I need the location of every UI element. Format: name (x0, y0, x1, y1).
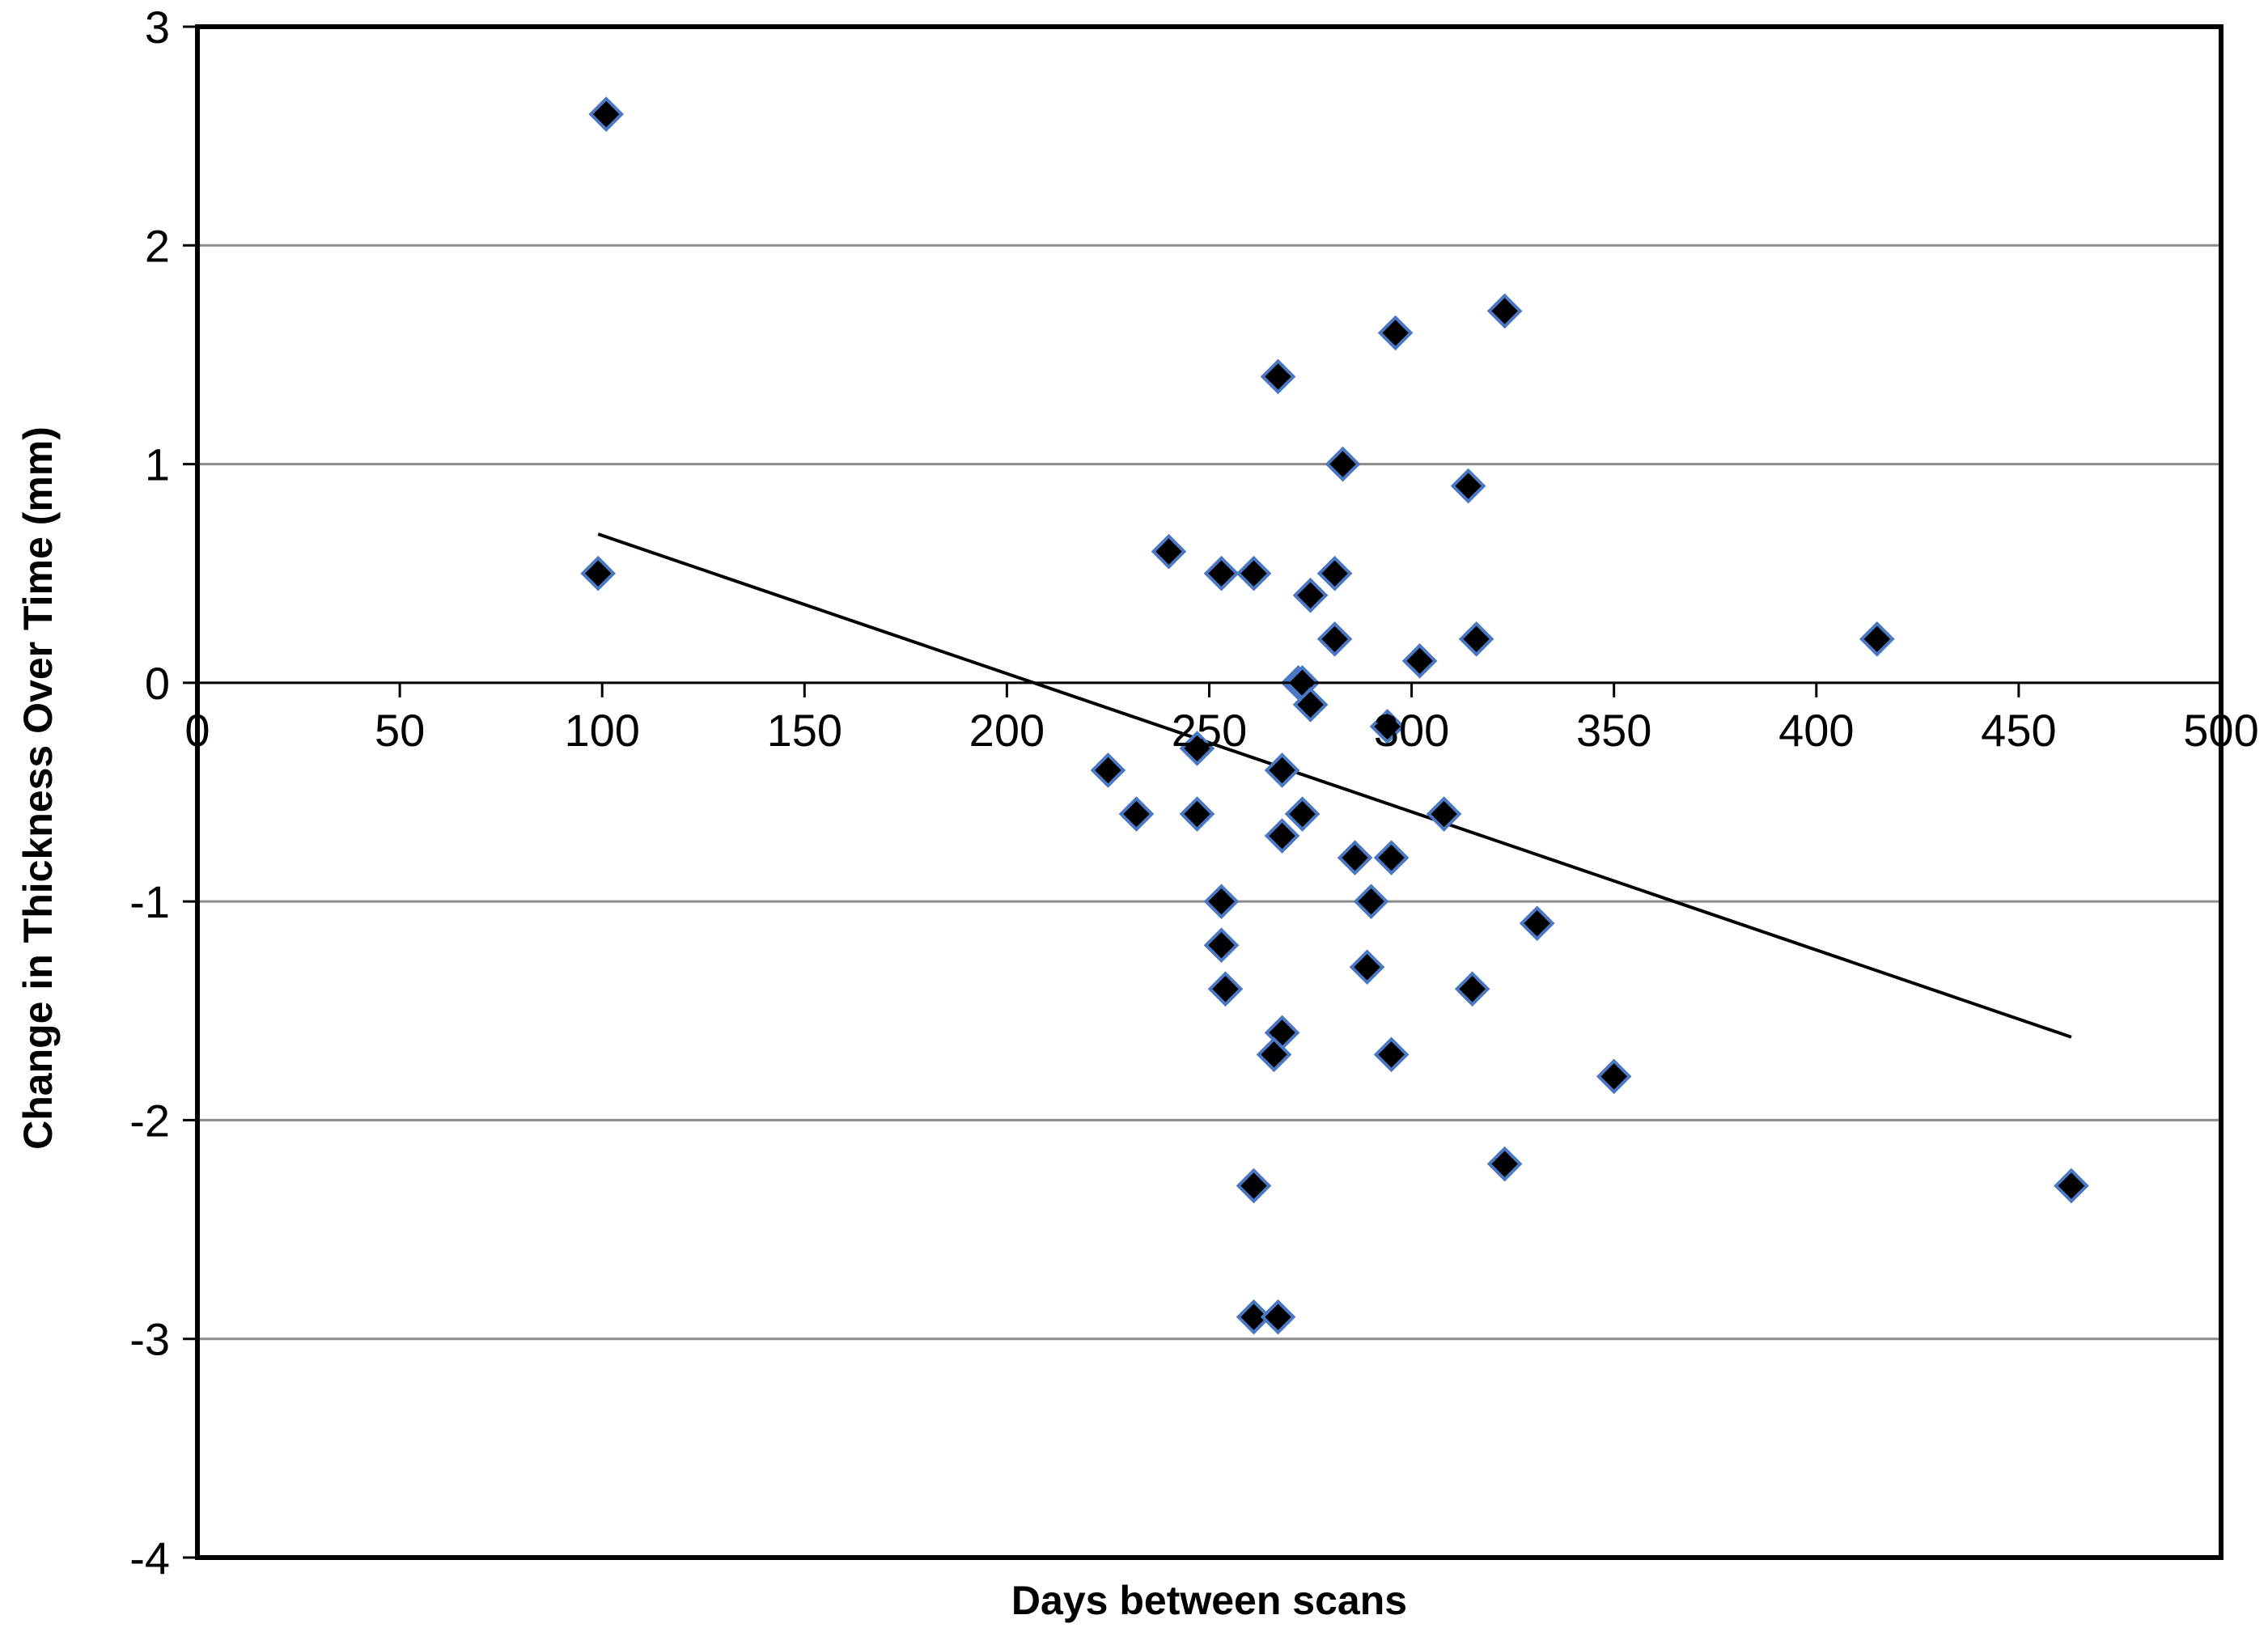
trendline (597, 532, 2072, 1039)
data-point (1256, 1036, 1292, 1073)
data-point (1401, 643, 1438, 679)
data-point (1260, 358, 1296, 395)
data-point (1203, 884, 1240, 919)
data-point (1260, 1299, 1296, 1335)
data-point (1426, 796, 1462, 832)
y-tick-label: 2 (145, 220, 170, 271)
data-point (1284, 796, 1321, 832)
data-point (1353, 884, 1389, 919)
x-tick-label: 250 (1172, 705, 1247, 756)
y-tick-label: 1 (145, 439, 170, 490)
data-point (1264, 752, 1300, 788)
data-point (1236, 1168, 1272, 1204)
data-point (1519, 905, 1555, 941)
x-axis-title: Days between scans (1011, 1578, 1407, 1623)
data-point (1207, 971, 1244, 1007)
data-point (1377, 315, 1414, 351)
data-point (1458, 621, 1494, 657)
x-tick-label: 400 (1778, 705, 1854, 756)
data-point (1454, 971, 1490, 1007)
data-point (1337, 840, 1373, 875)
data-point (1264, 818, 1300, 854)
data-point (1179, 796, 1215, 832)
data-point (1373, 840, 1410, 875)
data-point (1486, 1146, 1523, 1182)
data-point (1236, 1299, 1272, 1335)
data-point (1292, 577, 1329, 613)
x-tick-labels: 0 50 100 150 200 250 300 350 400 450 500 (184, 705, 2258, 756)
data-point (1203, 927, 1240, 964)
data-point (1349, 949, 1385, 986)
data-point (1118, 796, 1155, 832)
data-point (1316, 555, 1353, 591)
data-point (1859, 621, 1895, 657)
x-tick-label: 450 (1981, 705, 2056, 756)
x-tick-label: 50 (375, 705, 425, 756)
data-point (2054, 1168, 2089, 1204)
x-tick-label: 300 (1374, 705, 1449, 756)
y-tick-label: -2 (129, 1095, 170, 1146)
data-point (588, 96, 625, 132)
data-point (1486, 293, 1523, 329)
data-point (1236, 555, 1272, 591)
x-tick-label: 350 (1576, 705, 1651, 756)
data-point (1179, 731, 1215, 766)
x-tick-label: 200 (969, 705, 1045, 756)
data-point (1151, 533, 1187, 570)
y-axis-title: Change in Thickness Over Time (mm) (15, 426, 61, 1150)
data-point (1292, 687, 1329, 723)
data-point (1450, 468, 1486, 504)
y-tick-label: -3 (129, 1314, 170, 1365)
y-tick-label: 3 (145, 2, 170, 53)
data-point (1325, 446, 1361, 482)
gridlines (197, 244, 2221, 1341)
data-points (580, 96, 2089, 1335)
x-tick-label: 100 (564, 705, 639, 756)
x-tick-label: 500 (2183, 705, 2258, 756)
data-point (580, 555, 617, 591)
data-point (1373, 1036, 1410, 1073)
y-tick-label: -4 (129, 1532, 170, 1583)
data-point (1203, 555, 1240, 591)
tick-marks (183, 25, 2223, 1559)
data-point (1090, 752, 1126, 788)
x-tick-label: 150 (767, 705, 842, 756)
y-tick-labels: 3 2 1 0 -1 -2 -3 -4 (129, 2, 170, 1583)
data-point (1316, 621, 1353, 657)
y-tick-label: -1 (129, 876, 170, 927)
x-tick-label: 0 (184, 705, 210, 756)
trendline-group (597, 532, 2072, 1039)
data-point (1369, 709, 1405, 744)
y-tick-label: 0 (145, 658, 170, 709)
plot-area-frame (195, 24, 2223, 1560)
data-point (1596, 1058, 1632, 1095)
